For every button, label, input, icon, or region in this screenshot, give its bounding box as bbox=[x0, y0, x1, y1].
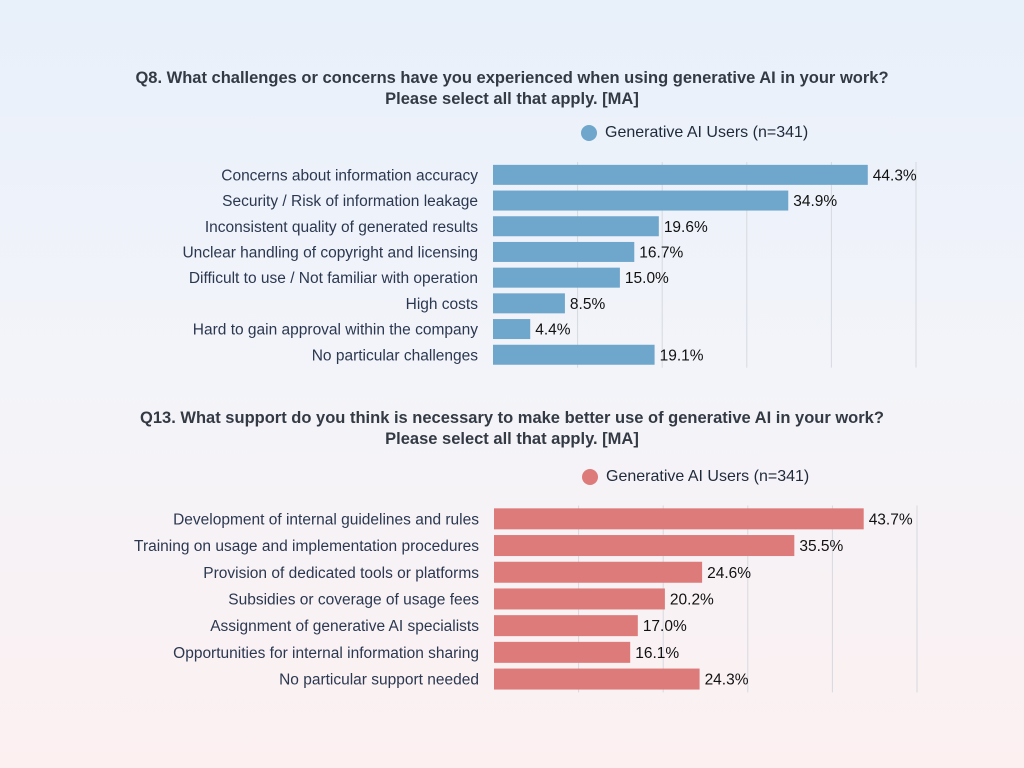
chart2-value-label: 20.2% bbox=[670, 591, 714, 608]
chart1-category-label: Unclear handling of copyright and licens… bbox=[182, 244, 478, 261]
chart1-bar bbox=[493, 216, 659, 237]
chart2-value-label: 24.3% bbox=[705, 672, 749, 689]
chart1-bar bbox=[493, 267, 620, 288]
chart2-value-label: 17.0% bbox=[643, 618, 687, 635]
chart1-category-label: Hard to gain approval within the company bbox=[193, 322, 478, 339]
chart2-value-label: 16.1% bbox=[635, 645, 679, 662]
chart1-value-label: 8.5% bbox=[570, 296, 606, 313]
chart1-value-label: 15.0% bbox=[625, 270, 669, 287]
chart2-category-label: Subsidies or coverage of usage fees bbox=[228, 591, 479, 608]
chart1-category-label: Difficult to use / Not familiar with ope… bbox=[189, 270, 478, 287]
chart2-bar bbox=[494, 508, 864, 530]
chart2-category-label: No particular support needed bbox=[279, 672, 479, 689]
chart2-value-label: 24.6% bbox=[707, 565, 751, 582]
chart1-value-label: 19.6% bbox=[664, 219, 708, 236]
chart1-bar bbox=[493, 319, 531, 340]
chart2-subtitle: Please select all that apply. [MA] bbox=[385, 430, 639, 448]
chart2-value-label: 35.5% bbox=[799, 538, 843, 555]
chart2-title: Q13. What support do you think is necess… bbox=[140, 409, 884, 427]
chart2-bar bbox=[494, 588, 665, 610]
chart1-category-label: Inconsistent quality of generated result… bbox=[205, 219, 478, 236]
chart2-legend: Generative AI Users (n=341) bbox=[582, 468, 809, 486]
chart2-title-block: Q13. What support do you think is necess… bbox=[0, 408, 1024, 450]
chart1-value-label: 4.4% bbox=[535, 322, 571, 339]
chart2-category-label: Opportunities for internal information s… bbox=[173, 645, 479, 662]
chart2-category-label: Training on usage and implementation pro… bbox=[134, 538, 479, 555]
chart1-value-label: 44.3% bbox=[873, 167, 917, 184]
chart2-bar bbox=[494, 535, 795, 557]
chart2-category-label: Development of internal guidelines and r… bbox=[173, 511, 479, 528]
chart1-category-label: No particular challenges bbox=[312, 347, 479, 364]
chart2-bar bbox=[494, 561, 703, 583]
chart1-title: Q8. What challenges or concerns have you… bbox=[135, 69, 889, 87]
chart1-bar bbox=[493, 344, 655, 365]
chart1-category-label: Concerns about information accuracy bbox=[221, 167, 478, 184]
chart1-title-block: Q8. What challenges or concerns have you… bbox=[0, 68, 1024, 110]
chart1-legend: Generative AI Users (n=341) bbox=[581, 124, 808, 142]
chart1-bar bbox=[493, 190, 789, 211]
chart1-legend-swatch bbox=[581, 125, 597, 141]
chart1-value-label: 16.7% bbox=[639, 244, 683, 261]
chart2-bar bbox=[494, 641, 631, 663]
chart2-bar bbox=[494, 615, 638, 637]
chart1-bar bbox=[493, 293, 565, 314]
chart1-value-label: 34.9% bbox=[793, 193, 837, 210]
chart1-bar bbox=[493, 164, 868, 185]
chart2-bar bbox=[494, 668, 700, 690]
chart1-category-label: Security / Risk of information leakage bbox=[222, 193, 478, 210]
chart2-legend-swatch bbox=[582, 469, 598, 485]
chart1-bar bbox=[493, 241, 635, 262]
chart2-category-label: Assignment of generative AI specialists bbox=[210, 618, 479, 635]
chart2-legend-label: Generative AI Users (n=341) bbox=[606, 468, 810, 485]
chart1-category-label: High costs bbox=[406, 296, 479, 313]
chart1-value-label: 19.1% bbox=[660, 347, 704, 364]
chart2-category-label: Provision of dedicated tools or platform… bbox=[203, 565, 479, 582]
chart1-subtitle: Please select all that apply. [MA] bbox=[385, 90, 639, 108]
chart2-value-label: 43.7% bbox=[869, 511, 913, 528]
chart1-legend-label: Generative AI Users (n=341) bbox=[605, 124, 809, 141]
